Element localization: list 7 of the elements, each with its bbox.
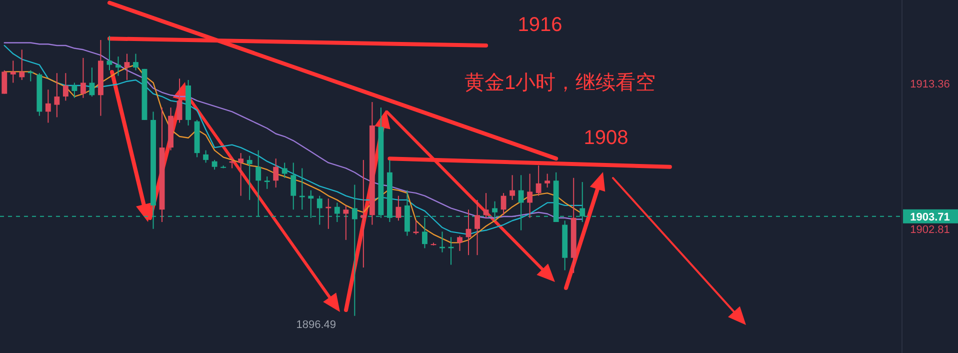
ref-line-label: 1903.71 xyxy=(910,211,950,224)
annotation: 1916 xyxy=(518,14,562,36)
y-tick-label: 1913.36 xyxy=(910,78,950,90)
annotation: 黄金1小时，继续看空 xyxy=(464,72,656,94)
annotation: 1896.49 xyxy=(296,319,336,331)
y-tick-label: 1902.81 xyxy=(910,224,950,236)
annotation: 1908 xyxy=(584,127,628,149)
